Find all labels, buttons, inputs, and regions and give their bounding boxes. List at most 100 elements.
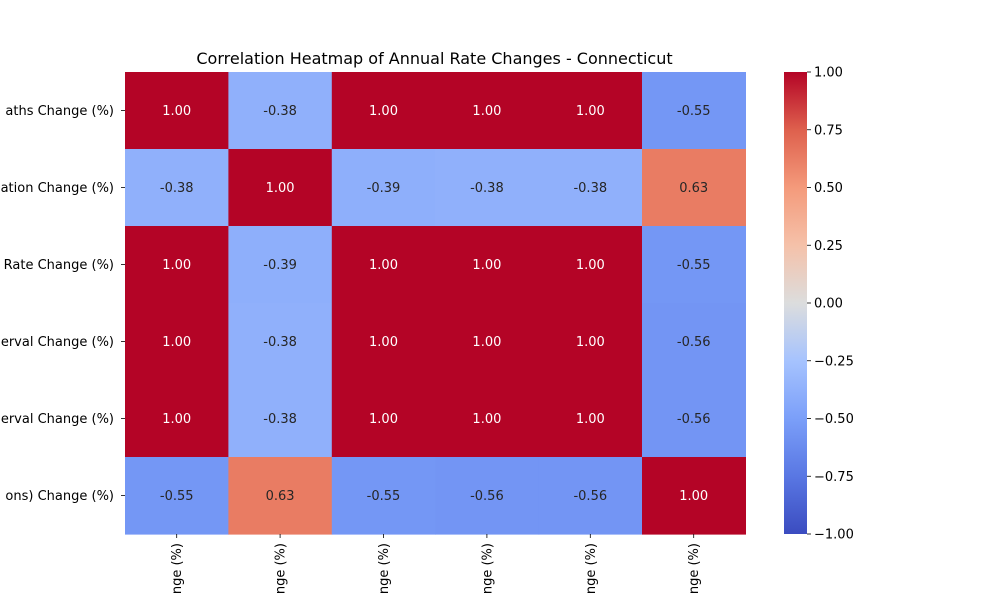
heatmap-cell: [642, 457, 746, 535]
y-axis-tick-label: erval Change (%): [1, 335, 114, 350]
heatmap-cell: [125, 303, 229, 381]
heatmap-cell-value: -0.38: [470, 181, 504, 196]
heatmap-cell: [538, 226, 643, 304]
heatmap-cell: [228, 226, 333, 304]
heatmap-cell: [125, 149, 229, 227]
heatmap-cell-value: 1.00: [266, 181, 295, 196]
heatmap-cell-value: 1.00: [679, 489, 708, 504]
heatmap-cell: [642, 226, 746, 304]
heatmap-cell: [435, 149, 540, 227]
heatmap-cell-value: -0.38: [263, 104, 297, 119]
y-axis-tick-label: ons) Change (%): [5, 489, 114, 504]
y-axis-tick-label: ation Change (%): [1, 181, 114, 196]
heatmap-cell-value: 1.00: [576, 335, 605, 350]
heatmap-cell-value: -0.55: [677, 258, 711, 273]
heatmap-cell-value: -0.38: [263, 335, 297, 350]
heatmap-cell-value: -0.55: [677, 104, 711, 119]
heatmap-cell: [538, 72, 643, 150]
heatmap-cell-value: -0.38: [160, 181, 194, 196]
y-axis-tick-label: Rate Change (%): [4, 258, 114, 273]
x-axis-tick-label: nge (%): [377, 543, 392, 594]
x-axis-tick-labels: nge (%) nge (%) nge (%) nge (%) nge (%) nge (…: [170, 534, 702, 594]
heatmap-cell-value: 1.00: [162, 258, 191, 273]
heatmap-cell-value: -0.56: [573, 489, 607, 504]
chart-title: Correlation Heatmap of Annual Rate Chang…: [196, 49, 672, 68]
heatmap-cell: [228, 457, 333, 535]
heatmap-cell: [435, 226, 540, 304]
heatmap-cell: [228, 303, 333, 381]
x-axis-tick-label: nge (%): [480, 543, 495, 594]
heatmap-cell-value: -0.55: [367, 489, 401, 504]
heatmap-cell-value: -0.39: [367, 181, 401, 196]
heatmap-cell-value: 1.00: [162, 412, 191, 427]
heatmap-cell-value: 1.00: [162, 104, 191, 119]
heatmap-cell-value: -0.55: [160, 489, 194, 504]
heatmap-cell-value: -0.56: [677, 335, 711, 350]
heatmap-cell: [331, 149, 436, 227]
heatmap-cell-value: 0.63: [679, 181, 708, 196]
heatmap-cell-value: 1.00: [369, 412, 398, 427]
heatmap-cell: [331, 226, 436, 304]
x-axis-tick-label: nge (%): [584, 543, 599, 594]
heatmap-cell: [642, 380, 746, 458]
heatmap-cell-value: 1.00: [162, 335, 191, 350]
x-axis-tick-label: nge (%): [274, 543, 289, 594]
x-axis-tick-label: nge (%): [170, 543, 185, 594]
heatmap-cell-value: 1.00: [472, 258, 501, 273]
heatmap-cell: [538, 457, 643, 535]
colorbar-tick-label: −0.25: [814, 354, 854, 369]
colorbar-tick-label: −0.50: [814, 412, 854, 427]
heatmap-cell: [228, 149, 333, 227]
heatmap-cell-value: -0.39: [263, 258, 297, 273]
colorbar-gradient: [784, 72, 807, 534]
heatmap-cell-value: -0.56: [677, 412, 711, 427]
heatmap-cells: [125, 72, 746, 535]
y-axis-tick-labels: aths Change (%) ation Change (%) Rate Chan…: [1, 104, 125, 504]
colorbar-tick-label: 0.50: [814, 181, 843, 196]
heatmap-cell: [435, 303, 540, 381]
colorbar-ticks: 1.00 0.75 0.50 0.25 0.00 −0.25 −0.50 −0.75 −1.00: [807, 66, 854, 543]
heatmap-cell: [642, 303, 746, 381]
heatmap-cell: [228, 72, 333, 150]
heatmap-cell-value: 1.00: [369, 335, 398, 350]
heatmap-cell-value: 1.00: [576, 258, 605, 273]
heatmap-cell: [331, 72, 436, 150]
heatmap-cell-value: 1.00: [576, 412, 605, 427]
heatmap-cell-value: 1.00: [369, 258, 398, 273]
heatmap-cell: [642, 149, 746, 227]
heatmap-cell: [228, 380, 333, 458]
heatmap-cell: [331, 380, 436, 458]
heatmap-cell: [435, 380, 540, 458]
heatmap-cell-value: 1.00: [576, 104, 605, 119]
heatmap-cell-value: 1.00: [369, 104, 398, 119]
heatmap-cell: [125, 380, 229, 458]
colorbar-tick-label: −1.00: [814, 528, 854, 543]
heatmap-cell-value: -0.38: [573, 181, 607, 196]
heatmap-cell: [642, 72, 746, 150]
heatmap-cell: [435, 72, 540, 150]
y-axis-tick-label: erval Change (%): [1, 412, 114, 427]
heatmap-cell-value: -0.38: [263, 412, 297, 427]
heatmap-cell-labels: 1.00 -0.38 1.00 1.00 1.00 -0.55 -0.38 1.00 -0.39…: [160, 104, 711, 504]
colorbar-tick-label: 1.00: [814, 66, 843, 81]
heatmap-cell: [435, 457, 540, 535]
colorbar: 1.00 0.75 0.50 0.25 0.00 −0.25 −0.50 −0.75 −1.00: [784, 66, 854, 543]
heatmap-cell-value: 0.63: [266, 489, 295, 504]
colorbar-tick-label: 0.00: [814, 297, 843, 312]
heatmap-cell: [538, 303, 643, 381]
heatmap-cell: [331, 303, 436, 381]
y-axis-tick-label: aths Change (%): [5, 104, 114, 119]
heatmap-cell: [125, 72, 229, 150]
x-axis-tick-label: nge (%): [687, 543, 702, 594]
colorbar-tick-label: 0.75: [814, 123, 843, 138]
heatmap-cell-value: 1.00: [472, 412, 501, 427]
heatmap-cell-value: -0.56: [470, 489, 504, 504]
heatmap-cell-value: 1.00: [472, 104, 501, 119]
colorbar-tick-label: −0.75: [814, 470, 854, 485]
heatmap-cell: [125, 226, 229, 304]
heatmap-cell-value: 1.00: [472, 335, 501, 350]
colorbar-tick-label: 0.25: [814, 239, 843, 254]
heatmap-cell: [331, 457, 436, 535]
heatmap-cell: [538, 149, 643, 227]
